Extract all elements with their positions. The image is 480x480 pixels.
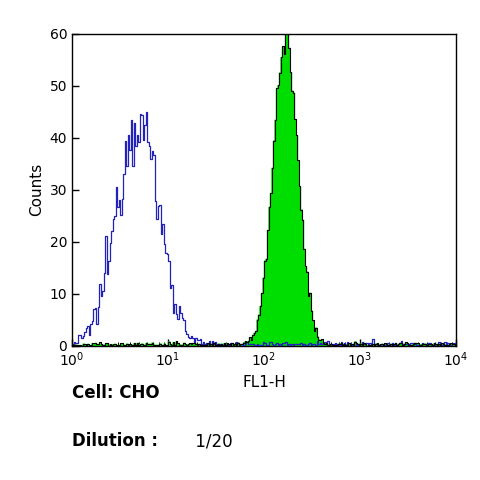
X-axis label: FL1-H: FL1-H <box>242 374 286 390</box>
Text: 1/20: 1/20 <box>190 432 232 450</box>
Text: Cell: CHO: Cell: CHO <box>72 384 160 402</box>
Text: Dilution :: Dilution : <box>72 432 158 450</box>
Y-axis label: Counts: Counts <box>29 163 44 216</box>
